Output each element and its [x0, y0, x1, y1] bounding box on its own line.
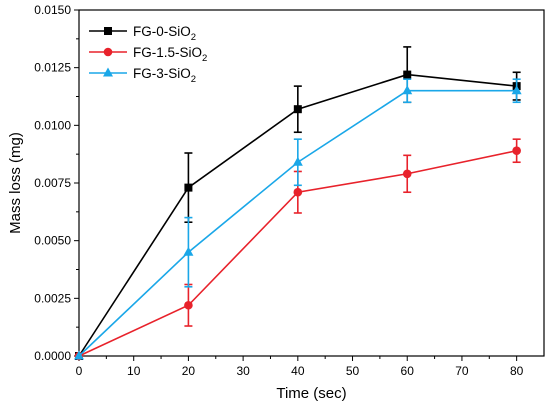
legend-marker [103, 47, 113, 57]
plot-frame [78, 9, 545, 357]
legend-item-0: FG-0-SiO2 [89, 24, 196, 43]
data-point [511, 85, 522, 95]
y-tick-label: 0.0100 [34, 118, 71, 132]
data-point [184, 183, 193, 192]
y-tick-label: 0.0025 [34, 291, 71, 305]
x-tick-label: 30 [236, 364, 250, 378]
x-tick-label: 80 [510, 364, 524, 378]
x-tick-label: 60 [401, 364, 415, 378]
data-point [512, 146, 521, 156]
y-tick-label: 0.0075 [34, 176, 71, 190]
y-tick-label: 0.0150 [34, 3, 71, 17]
x-tick-label: 50 [346, 364, 360, 378]
x-tick-label: 70 [455, 364, 469, 378]
data-point [292, 156, 303, 166]
legend-label-subscript: 2 [202, 53, 207, 64]
data-point [402, 169, 412, 179]
data-point [293, 105, 302, 114]
data-point [184, 300, 193, 310]
data-point [293, 187, 303, 197]
legend-label: FG-0-SiO2 [133, 24, 196, 43]
y-tick-label: 0.0000 [34, 349, 71, 363]
data-point [183, 246, 194, 256]
legend-item-2: FG-3-SiO2 [89, 66, 196, 85]
data-point [74, 350, 84, 360]
series-layer [74, 46, 522, 361]
x-axis-title: Time (sec) [276, 385, 346, 402]
axes: 0 10 20 30 40 50 60 70 80 0.0000 0.0025 0.0050 0.007… [34, 3, 545, 378]
y-axis-title: Mass loss (mg) [7, 132, 24, 234]
legend-label-text: FG-3-SiO [133, 66, 191, 81]
y-tick-label: 0.0050 [34, 234, 71, 248]
legend-label-text: FG-1.5-SiO [133, 45, 202, 60]
x-tick-label: 40 [291, 364, 305, 378]
legend-label-subscript: 2 [191, 74, 196, 85]
legend-label: FG-1.5-SiO2 [133, 45, 207, 64]
x-tick-label: 0 [76, 364, 83, 378]
legend-label: FG-3-SiO2 [133, 66, 196, 85]
x-tick-label: 20 [182, 364, 196, 378]
y-tick-label: 0.0125 [34, 61, 71, 75]
legend-item-1: FG-1.5-SiO2 [89, 45, 207, 64]
legend-label-text: FG-0-SiO [133, 24, 191, 39]
legend-marker [104, 27, 112, 35]
legend-marker [103, 67, 113, 77]
legend-label-subscript: 2 [191, 32, 196, 43]
series-2 [74, 78, 522, 360]
data-point [403, 70, 412, 79]
x-tick-label: 10 [127, 364, 141, 378]
data-point [402, 85, 413, 95]
